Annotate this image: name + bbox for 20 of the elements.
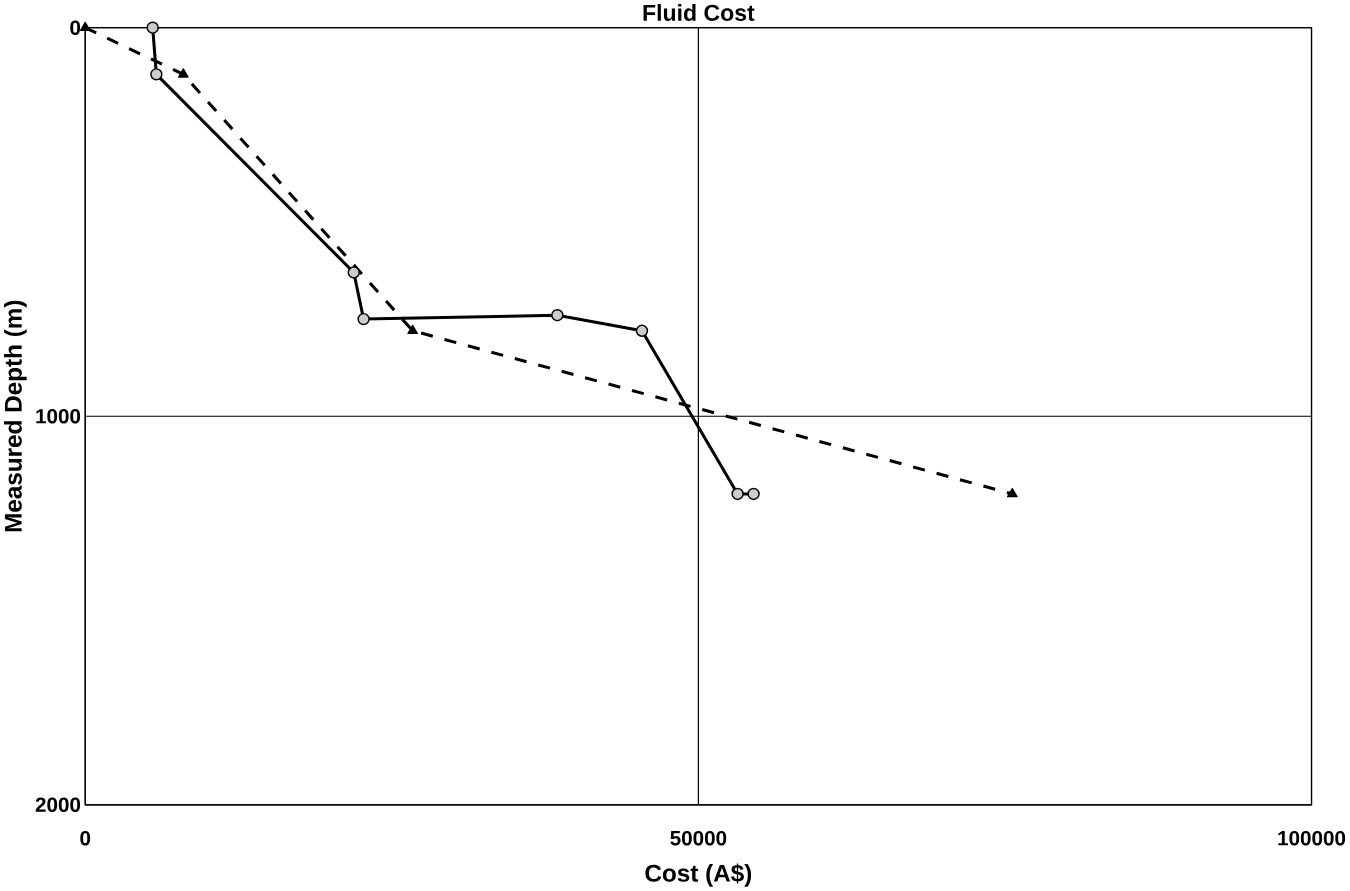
x-axis-title: Cost (A$) <box>645 863 752 887</box>
x-tick-label: 50000 <box>670 831 727 846</box>
x-tick-label: 100000 <box>1278 831 1346 846</box>
point <box>177 68 189 78</box>
point <box>347 266 360 279</box>
chart-title: Fluid Cost <box>643 4 755 22</box>
point <box>731 487 744 501</box>
point <box>146 21 159 35</box>
point <box>407 324 418 335</box>
point <box>551 309 564 322</box>
point <box>150 68 163 81</box>
point <box>747 487 760 501</box>
point <box>357 313 370 326</box>
point <box>635 324 649 338</box>
point <box>1006 488 1018 498</box>
y-tick-label: 0 <box>70 20 81 36</box>
y-tick-label: 1000 <box>36 409 81 424</box>
y-tick-label: 2000 <box>35 797 81 813</box>
x-tick-label: 0 <box>80 831 91 846</box>
y-axis-title: Measured Depth (m) <box>4 300 27 532</box>
